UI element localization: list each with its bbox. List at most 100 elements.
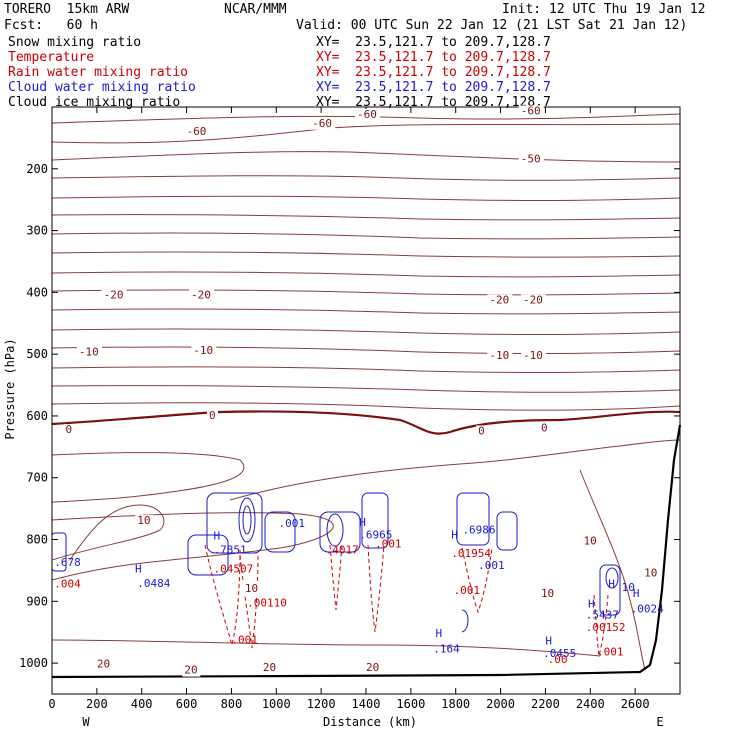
temperature-label: -60 [357, 108, 377, 121]
field-xy-cloud-water: XY= 23.5,121.7 to 209.7,128.7 [316, 80, 551, 95]
mixing-ratio-label: .0455 [543, 647, 576, 660]
temperature-label: -60 [521, 104, 541, 117]
temperature-label-bg [207, 410, 218, 423]
temperature-label-bg [94, 658, 113, 671]
isotherm-line [52, 328, 680, 336]
isotherm-line [52, 512, 334, 581]
mixing-ratio-label: .4017 [326, 544, 359, 557]
x-tick-label: 1200 [307, 697, 336, 711]
chart-axes: 0 200 400 600 800 1000 1200 1400 1600 1800 2000 220… [19, 107, 680, 711]
temperature-label: -10 [79, 345, 99, 358]
mixing-ratio-label-group: .678.004H.0484H.7851.04507.00110.001.001… [54, 516, 664, 666]
cloud-water-contour [206, 492, 263, 554]
rain-water-contour [367, 544, 385, 633]
temperature-label-bg [76, 346, 102, 359]
temperature-label: 10 [245, 582, 258, 595]
temperature-label-bg [182, 664, 201, 677]
mixing-ratio-label: H [588, 597, 595, 610]
isotherm-line [52, 195, 680, 202]
mixing-ratio-label: 10 [622, 581, 635, 594]
x-tick-label: 0 [48, 697, 55, 711]
isotherm-line [229, 439, 680, 501]
model-title: TORERO 15km ARW [4, 2, 130, 17]
field-name-cloud-ice: Cloud ice mixing ratio [8, 95, 181, 110]
mixing-ratio-label: H [359, 516, 366, 529]
y-tick-label: 700 [26, 471, 48, 485]
mixing-ratio-label: .001 [231, 633, 258, 646]
mixing-ratio-label: .001 [453, 584, 480, 597]
y-tick-label: 200 [26, 162, 48, 176]
temperature-label-bg [189, 289, 215, 302]
temperature-label: -20 [523, 293, 543, 306]
x-tick-label: 200 [86, 697, 108, 711]
temperature-label: 10 [644, 567, 657, 580]
temperature-label: 20 [184, 664, 197, 677]
temperature-label-bg [487, 294, 513, 307]
isotherm-line [52, 151, 680, 163]
y-tick-label: 900 [26, 594, 48, 608]
isotherm-contours [52, 113, 680, 671]
temperature-label: 10 [584, 534, 597, 547]
x-tick-label: 2400 [576, 697, 605, 711]
temperature-label-bg [538, 422, 550, 435]
temperature-label-bg [642, 567, 661, 580]
y-tick-label: 300 [26, 224, 48, 238]
isotherm-line [52, 214, 680, 221]
cloud-water-contour [605, 567, 619, 589]
mixing-ratio-label: H [545, 635, 552, 648]
isotherm-line [52, 232, 680, 240]
mixing-ratio-label: H [213, 530, 220, 543]
mixing-ratio-label: H [436, 627, 443, 640]
x-tick-label: 1800 [441, 697, 470, 711]
mixing-ratio-label: .001 [279, 517, 306, 530]
cloud-water-contour [264, 511, 296, 553]
terrain-line [51, 424, 682, 679]
mixing-ratio-label: .00152 [586, 621, 626, 634]
isotherm-line [52, 123, 680, 144]
isotherm-line [52, 175, 680, 181]
mixing-ratio-label: H [608, 578, 615, 591]
x-tick-label: 1400 [352, 697, 381, 711]
cloud-water-contour [238, 497, 256, 543]
field-xy-rain: XY= 23.5,121.7 to 209.7,128.7 [316, 65, 551, 80]
temperature-label: 0 [209, 409, 216, 422]
temperature-label: -20 [104, 289, 124, 302]
cloud-water-contour [496, 511, 518, 551]
mixing-ratio-label: .7851 [213, 544, 246, 557]
temperature-label: -10 [523, 349, 543, 362]
isotherm-line [52, 366, 680, 374]
y-tick-label: 1000 [19, 656, 48, 670]
mixing-ratio-label: .001 [375, 538, 402, 551]
temperature-label: -10 [489, 349, 509, 362]
mixing-ratio-label: .0024 [631, 602, 664, 615]
cloud-water-contour [319, 511, 361, 553]
temperature-label: 20 [263, 661, 276, 674]
field-name-rain: Rain water mixing ratio [8, 65, 189, 80]
init-time: Init: 12 UTC Thu 19 Jan 12 [502, 2, 706, 17]
mixing-ratio-label: .164 [433, 643, 460, 656]
temperature-label: 0 [478, 424, 485, 437]
mixing-ratio-label: .001 [478, 559, 505, 572]
temperature-label-bg [518, 105, 544, 118]
east-label: E [656, 715, 663, 729]
x-tick-label: 2600 [621, 697, 650, 711]
temperature-label-bg [63, 424, 75, 437]
rain-water-contour [204, 544, 241, 647]
isotherm-line [52, 452, 245, 503]
mixing-ratio-label: .04507 [213, 562, 253, 575]
rain-water-contour [329, 544, 343, 611]
cloud-water-contour [361, 492, 389, 549]
x-tick-label: 1000 [262, 697, 291, 711]
cloud-water-contours [51, 492, 621, 633]
y-tick-label: 400 [26, 285, 48, 299]
temperature-label: 20 [366, 661, 379, 674]
temperature-label-bg [260, 662, 279, 675]
temperature-label-bg [521, 294, 546, 307]
temperature-label: -60 [312, 117, 332, 130]
temperature-label-bg [355, 109, 381, 122]
y-tick-label: 500 [26, 347, 48, 361]
mixing-ratio-label: .5437 [586, 609, 619, 622]
temperature-label-bg [242, 583, 261, 596]
temperature-label-bg [310, 117, 336, 130]
